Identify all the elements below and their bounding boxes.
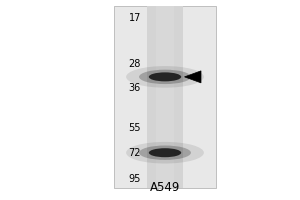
Ellipse shape (139, 70, 191, 84)
Text: 17: 17 (129, 13, 141, 23)
Polygon shape (184, 71, 201, 83)
Text: A549: A549 (150, 181, 180, 194)
Bar (147, 6, 183, 188)
Bar (156, 6, 174, 188)
Ellipse shape (149, 72, 181, 81)
Text: 72: 72 (128, 148, 141, 158)
Ellipse shape (126, 142, 204, 164)
Text: 55: 55 (128, 123, 141, 133)
Text: 28: 28 (129, 59, 141, 69)
Bar (114, 6, 216, 188)
Ellipse shape (126, 66, 204, 88)
Ellipse shape (139, 146, 191, 160)
Text: 36: 36 (129, 83, 141, 93)
Text: 95: 95 (129, 174, 141, 184)
Ellipse shape (149, 148, 181, 157)
